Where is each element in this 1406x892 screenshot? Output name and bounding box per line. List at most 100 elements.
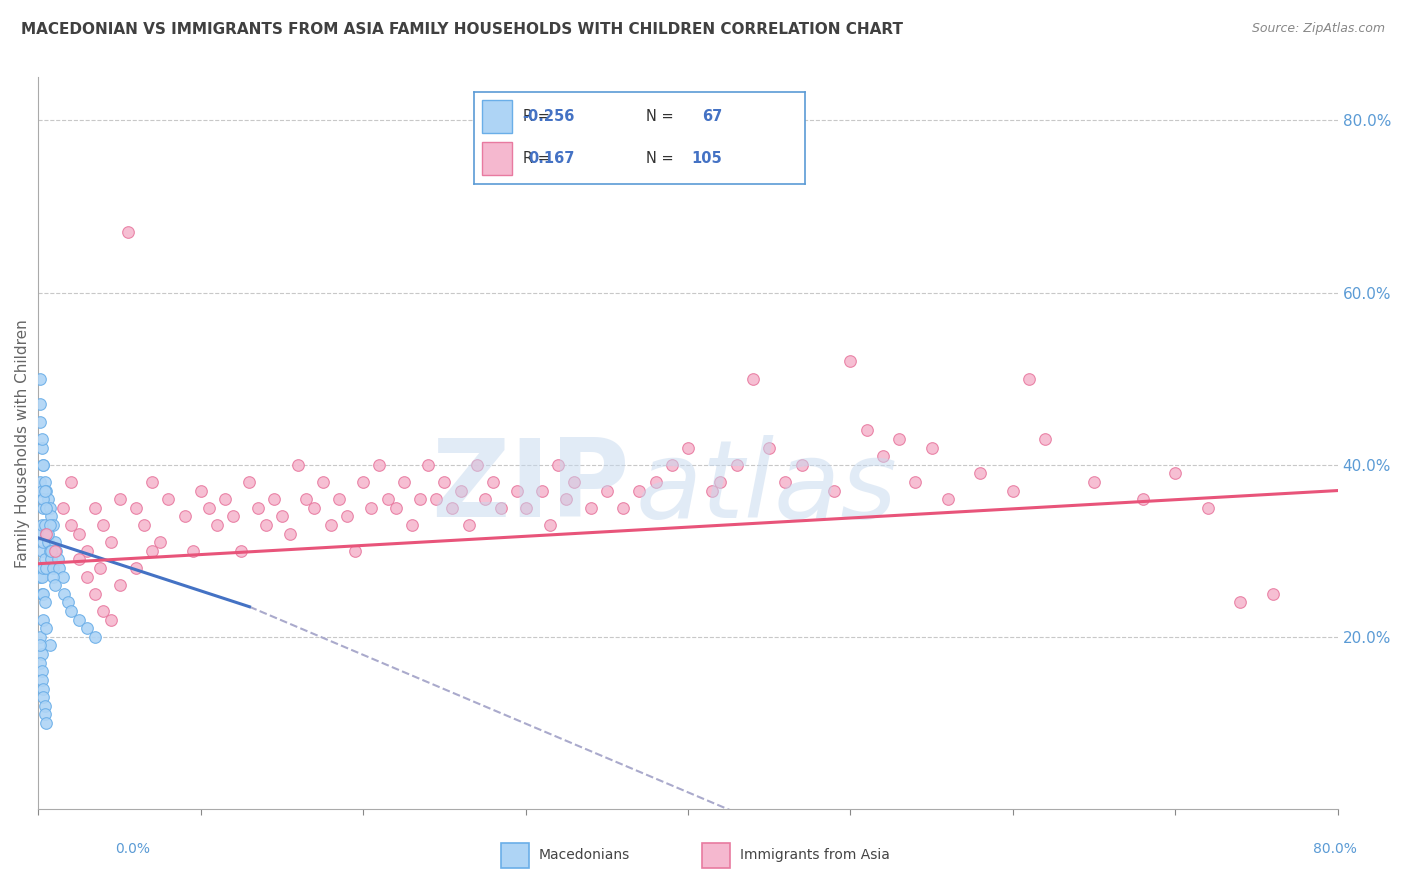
Point xyxy=(612,500,634,515)
Point xyxy=(28,526,51,541)
Point xyxy=(141,475,163,489)
Point xyxy=(775,475,797,489)
Point xyxy=(41,509,63,524)
Text: atlas: atlas xyxy=(636,434,898,540)
Point xyxy=(547,458,569,472)
Point xyxy=(44,543,66,558)
Point xyxy=(181,543,204,558)
Point xyxy=(661,458,683,472)
Point xyxy=(28,569,51,583)
Point xyxy=(936,492,959,507)
Point xyxy=(319,518,342,533)
Point xyxy=(108,578,131,592)
Point xyxy=(41,543,63,558)
Point xyxy=(368,458,391,472)
Point xyxy=(32,458,55,472)
Point xyxy=(474,492,496,507)
Point xyxy=(855,423,877,437)
Point xyxy=(32,535,55,549)
Point xyxy=(190,483,212,498)
Point xyxy=(44,578,66,592)
Point xyxy=(34,483,56,498)
Point xyxy=(1018,372,1040,386)
Point xyxy=(457,518,479,533)
Point xyxy=(31,432,53,446)
Point xyxy=(238,475,260,489)
Point xyxy=(31,518,53,533)
Point xyxy=(31,543,53,558)
Point xyxy=(32,561,55,575)
Point xyxy=(34,698,56,713)
Text: Immigrants from Asia: Immigrants from Asia xyxy=(740,848,890,863)
Point xyxy=(34,475,56,489)
Point xyxy=(295,492,318,507)
Point xyxy=(31,665,53,679)
Point xyxy=(132,518,155,533)
Point xyxy=(392,475,415,489)
Point xyxy=(149,535,172,549)
Point xyxy=(59,475,82,489)
Point xyxy=(59,518,82,533)
Point xyxy=(42,561,65,575)
Point xyxy=(35,526,58,541)
Point xyxy=(67,613,90,627)
Point xyxy=(32,500,55,515)
Point xyxy=(328,492,350,507)
Point xyxy=(35,483,58,498)
Point xyxy=(530,483,553,498)
Point xyxy=(76,543,98,558)
Point xyxy=(1001,483,1024,498)
Point xyxy=(46,552,69,566)
Point xyxy=(742,372,765,386)
Point xyxy=(709,475,731,489)
Point xyxy=(887,432,910,446)
Point xyxy=(52,569,75,583)
Point xyxy=(173,509,195,524)
Point xyxy=(28,415,51,429)
Point xyxy=(84,500,107,515)
Point xyxy=(278,526,301,541)
Point xyxy=(91,604,114,618)
Point xyxy=(28,475,51,489)
Point xyxy=(35,715,58,730)
Point xyxy=(596,483,619,498)
FancyBboxPatch shape xyxy=(501,843,529,868)
Point xyxy=(100,613,122,627)
Point xyxy=(254,518,277,533)
FancyBboxPatch shape xyxy=(702,843,730,868)
Point xyxy=(48,561,70,575)
Point xyxy=(872,449,894,463)
Point xyxy=(441,500,464,515)
Point xyxy=(35,621,58,635)
Point xyxy=(644,475,666,489)
Text: Source: ZipAtlas.com: Source: ZipAtlas.com xyxy=(1251,22,1385,36)
Point xyxy=(336,509,359,524)
Point xyxy=(198,500,221,515)
Point xyxy=(758,441,780,455)
Point xyxy=(482,475,505,489)
Point xyxy=(45,543,67,558)
Point xyxy=(32,613,55,627)
Point xyxy=(231,543,253,558)
Point xyxy=(360,500,382,515)
Point xyxy=(38,500,60,515)
Point xyxy=(37,526,59,541)
Point xyxy=(89,561,111,575)
Point xyxy=(205,518,228,533)
Point xyxy=(28,630,51,644)
Point xyxy=(416,458,439,472)
Point xyxy=(117,225,139,239)
Point xyxy=(35,500,58,515)
Point xyxy=(91,518,114,533)
Point xyxy=(1083,475,1105,489)
Point xyxy=(42,518,65,533)
Point xyxy=(1197,500,1219,515)
Point xyxy=(37,492,59,507)
Point xyxy=(904,475,927,489)
Text: Macedonians: Macedonians xyxy=(538,848,630,863)
Point xyxy=(246,500,269,515)
Point xyxy=(32,492,55,507)
Point xyxy=(59,604,82,618)
Point xyxy=(125,500,148,515)
Text: MACEDONIAN VS IMMIGRANTS FROM ASIA FAMILY HOUSEHOLDS WITH CHILDREN CORRELATION C: MACEDONIAN VS IMMIGRANTS FROM ASIA FAMIL… xyxy=(21,22,903,37)
